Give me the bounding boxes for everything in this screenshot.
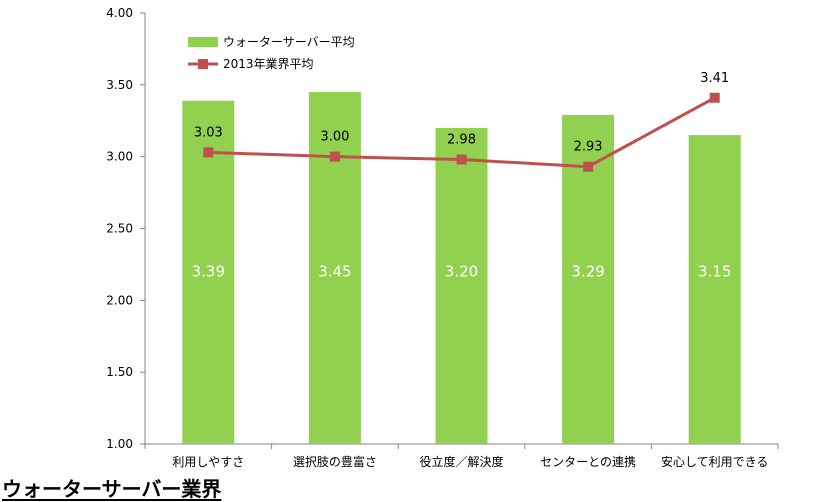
y-tick-label: 3.00 (106, 150, 133, 164)
y-tick-label: 2.50 (106, 222, 133, 236)
line-data-label: 2.93 (574, 140, 603, 155)
legend-swatch-bar (188, 37, 218, 47)
x-tick-label: 安心して利用できる (661, 454, 768, 469)
bar-data-label: 3.39 (192, 263, 225, 281)
line-point (456, 154, 467, 165)
line-point (203, 147, 214, 158)
bar-data-label: 3.20 (445, 263, 478, 281)
line-data-label: 2.98 (447, 133, 476, 148)
y-tick-label: 4.00 (106, 6, 133, 20)
chart: 1.00 1.50 2.00 2.50 3.00 3.50 4.00 利用しやすさ 選択肢の豊富… (106, 6, 779, 469)
line-data-label: 3.03 (194, 125, 223, 140)
bar (435, 127, 488, 444)
line-point (329, 151, 340, 162)
legend-label-bar: ウォーターサーバー平均 (223, 35, 355, 49)
bar (308, 92, 361, 445)
x-tick-label: センターとの連携 (540, 454, 636, 469)
bar-data-label: 3.45 (318, 263, 351, 281)
legend-swatch-marker (198, 59, 208, 69)
legend-label-line: 2013年業界平均 (223, 57, 314, 71)
bar-data-label: 3.15 (698, 263, 731, 281)
bar-data-label: 3.29 (571, 263, 604, 281)
line-point (583, 161, 594, 172)
line-data-label: 3.41 (700, 71, 729, 86)
x-tick-label: 利用しやすさ (172, 455, 244, 469)
y-tick-label: 1.00 (106, 437, 133, 451)
bar (688, 135, 741, 444)
line-data-label: 3.00 (320, 130, 349, 145)
bar (182, 100, 235, 445)
y-tick-label: 2.00 (106, 293, 133, 307)
y-tick-label: 1.50 (106, 365, 133, 379)
x-tick-label: 役立度／解決度 (419, 454, 503, 469)
line-point (709, 92, 720, 103)
footer-title: ウォーターサーバー業界 (2, 477, 222, 501)
y-tick-label: 3.50 (106, 78, 133, 92)
x-tick-label: 選択肢の豊富さ (293, 454, 377, 469)
